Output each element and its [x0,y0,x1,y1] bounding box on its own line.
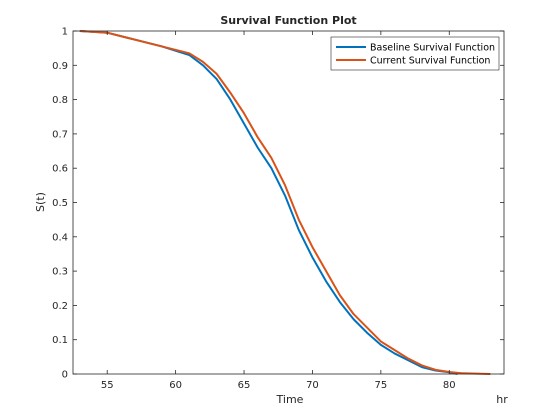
y-tick-label: 0.7 [52,129,68,140]
y-tick-label: 0.4 [52,232,68,243]
x-tick-label: 80 [443,380,456,391]
y-tick-label: 0 [62,370,68,381]
x-axis-label: Time [276,393,304,406]
y-tick-label: 0.1 [52,335,68,346]
legend: Baseline Survival Function Current Survi… [330,36,500,71]
y-tick-label: 0.5 [52,198,68,209]
chart-title: Survival Function Plot [220,14,356,27]
x-axis-unit: hr [496,393,508,406]
x-tick-label: 75 [374,380,387,391]
y-axis-label: S(t) [34,192,47,212]
current-survival-line [79,30,491,375]
legend-label-current: Current Survival Function [370,56,490,67]
x-tick-label: 55 [101,380,114,391]
legend-box [330,36,500,71]
x-tick-label: 60 [169,380,182,391]
y-tick-label: 0.6 [52,164,68,175]
x-tick-label: 70 [306,380,319,391]
ticks-layer: 55 60 65 70 75 80 0 0.1 0.2 0.3 0.4 0.5 0.6 0.7 0.8 0.9… [52,27,504,391]
y-tick-label: 0.8 [52,95,68,106]
series-layer [79,30,491,375]
x-tick-label: 65 [238,380,251,391]
y-tick-label: 0.2 [52,301,68,312]
legend-label-baseline: Baseline Survival Function [370,43,495,54]
baseline-survival-line [79,30,458,375]
y-tick-label: 0.9 [52,61,68,72]
y-tick-label: 0.3 [52,267,68,278]
y-tick-label: 1 [62,27,68,38]
